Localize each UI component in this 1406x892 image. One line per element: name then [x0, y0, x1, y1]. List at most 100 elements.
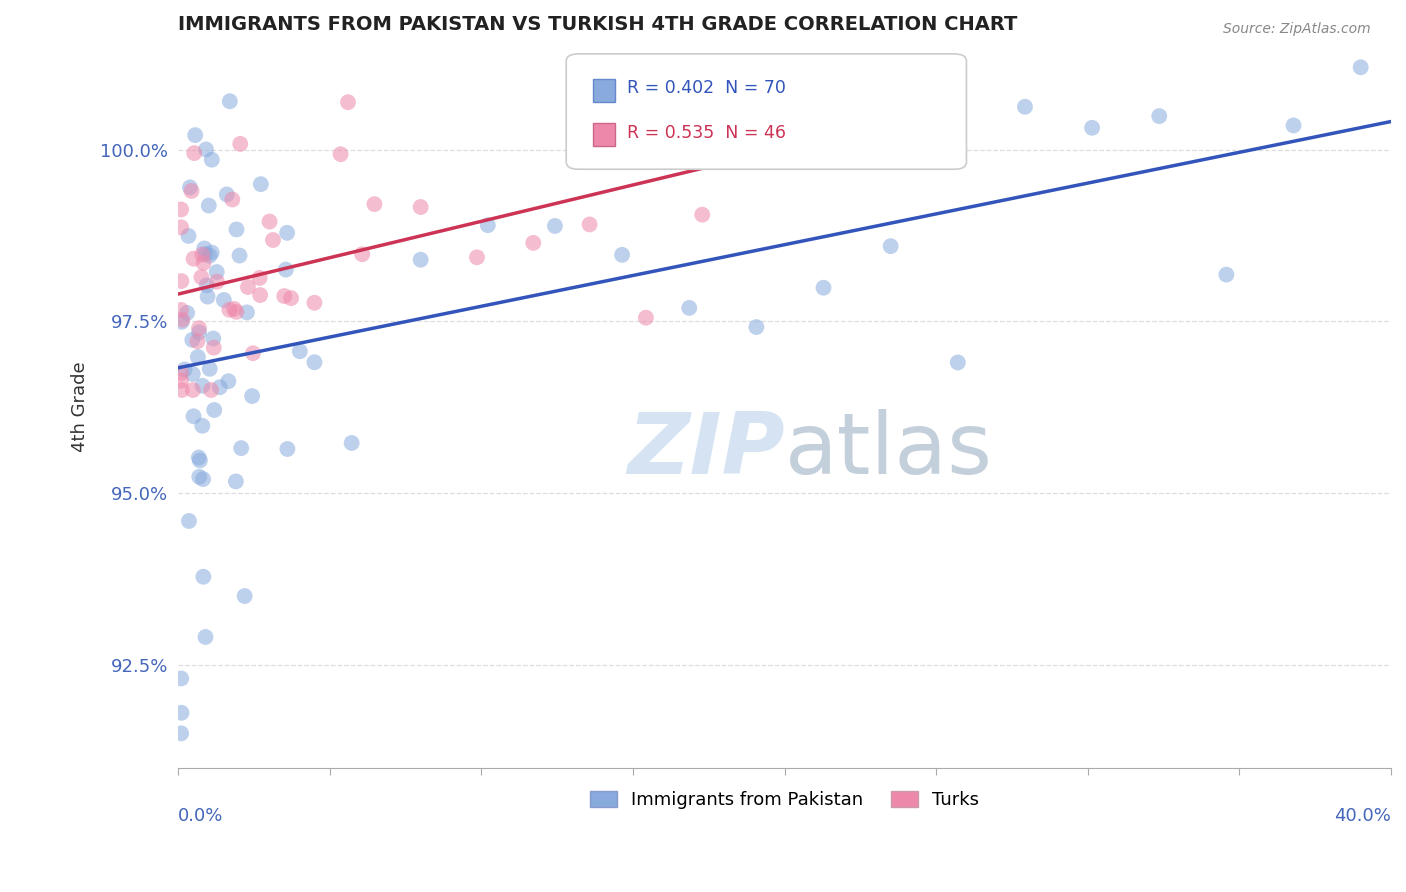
- Point: [215, 187, 238, 202]
- Point: [250, 177, 273, 191]
- Point: [748, 101, 770, 115]
- Point: [1350, 60, 1372, 74]
- Point: [194, 630, 217, 644]
- Point: [262, 233, 284, 247]
- Point: [813, 281, 835, 295]
- Point: [304, 295, 326, 310]
- Point: [337, 95, 360, 110]
- Point: [170, 672, 193, 686]
- Point: [191, 418, 214, 433]
- Point: [225, 305, 247, 319]
- Point: [197, 290, 219, 304]
- Point: [208, 380, 231, 394]
- Point: [183, 409, 205, 424]
- Text: atlas: atlas: [785, 409, 993, 492]
- Point: [363, 197, 385, 211]
- Point: [249, 271, 271, 285]
- Point: [804, 60, 827, 74]
- Point: [288, 344, 311, 359]
- Point: [200, 383, 222, 397]
- Point: [212, 293, 235, 307]
- Point: [225, 475, 247, 489]
- Point: [181, 383, 204, 397]
- Point: [329, 147, 352, 161]
- Point: [745, 320, 768, 334]
- Point: [205, 275, 228, 289]
- Point: [352, 247, 374, 261]
- Point: [1282, 119, 1305, 133]
- Point: [409, 200, 432, 214]
- Text: R = 0.402  N = 70: R = 0.402 N = 70: [627, 79, 786, 97]
- Point: [879, 239, 901, 253]
- Text: Source: ZipAtlas.com: Source: ZipAtlas.com: [1223, 22, 1371, 37]
- Point: [690, 208, 713, 222]
- Point: [172, 312, 194, 326]
- Point: [217, 374, 239, 388]
- Point: [183, 252, 205, 266]
- Point: [280, 291, 302, 305]
- Point: [409, 252, 432, 267]
- Point: [678, 301, 700, 315]
- Point: [177, 229, 200, 244]
- Point: [201, 153, 224, 167]
- Point: [170, 315, 193, 329]
- Point: [522, 235, 544, 250]
- Point: [173, 362, 195, 376]
- Point: [194, 247, 217, 261]
- Point: [236, 305, 259, 319]
- Point: [946, 355, 969, 369]
- Point: [183, 146, 205, 161]
- Point: [198, 361, 221, 376]
- Text: ZIP: ZIP: [627, 409, 785, 492]
- Point: [249, 288, 271, 302]
- Point: [186, 334, 208, 349]
- Point: [221, 193, 243, 207]
- Point: [198, 249, 221, 263]
- Point: [304, 355, 326, 369]
- FancyBboxPatch shape: [567, 54, 966, 169]
- Point: [170, 220, 193, 235]
- Point: [170, 302, 193, 317]
- Point: [225, 222, 247, 236]
- Point: [610, 248, 633, 262]
- Point: [274, 262, 297, 277]
- Bar: [593, 79, 614, 103]
- Legend: Immigrants from Pakistan, Turks: Immigrants from Pakistan, Turks: [582, 784, 987, 816]
- Point: [202, 341, 225, 355]
- Point: [218, 94, 240, 108]
- Point: [188, 326, 211, 340]
- Point: [233, 589, 256, 603]
- Text: 40.0%: 40.0%: [1334, 807, 1391, 825]
- Point: [218, 302, 240, 317]
- Point: [191, 247, 214, 261]
- Point: [170, 202, 193, 217]
- Text: IMMIGRANTS FROM PAKISTAN VS TURKISH 4TH GRADE CORRELATION CHART: IMMIGRANTS FROM PAKISTAN VS TURKISH 4TH …: [179, 15, 1018, 34]
- Text: R = 0.535  N = 46: R = 0.535 N = 46: [627, 124, 786, 142]
- Point: [578, 218, 600, 232]
- Point: [176, 306, 198, 320]
- Y-axis label: 4th Grade: 4th Grade: [72, 362, 89, 452]
- Point: [1215, 268, 1237, 282]
- Point: [231, 441, 253, 455]
- Point: [222, 301, 245, 316]
- Point: [242, 346, 264, 360]
- Point: [465, 250, 488, 264]
- Point: [229, 136, 252, 151]
- Point: [202, 332, 225, 346]
- Bar: [593, 123, 614, 146]
- Point: [170, 374, 193, 388]
- Point: [544, 219, 567, 233]
- Point: [634, 310, 657, 325]
- Point: [193, 570, 215, 584]
- Point: [181, 367, 204, 381]
- Point: [276, 226, 298, 240]
- Point: [205, 265, 228, 279]
- Point: [184, 128, 207, 142]
- Text: 0.0%: 0.0%: [179, 807, 224, 825]
- Point: [240, 389, 263, 403]
- Point: [195, 143, 218, 157]
- Point: [340, 436, 363, 450]
- Point: [170, 366, 193, 380]
- Point: [179, 180, 201, 194]
- Point: [228, 249, 250, 263]
